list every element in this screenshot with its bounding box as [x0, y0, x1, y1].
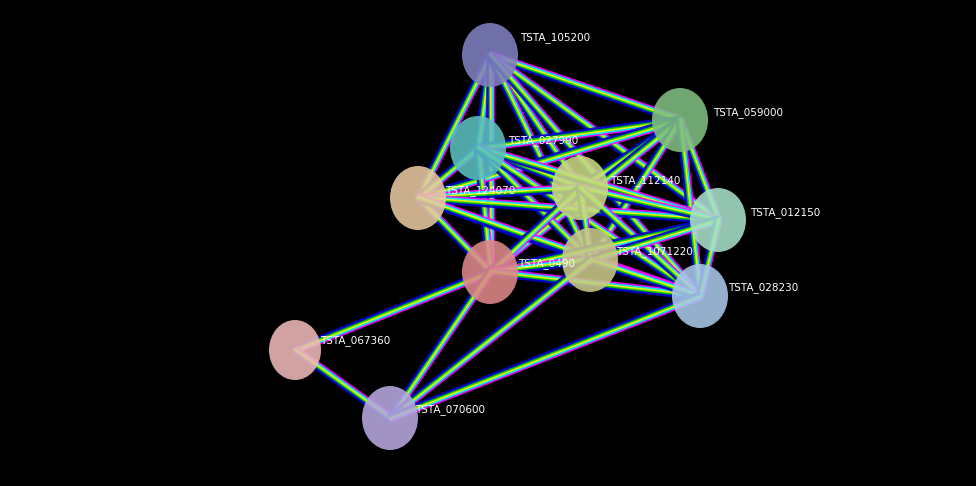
Ellipse shape [652, 88, 708, 152]
Ellipse shape [362, 386, 418, 450]
Text: TSTA_028230: TSTA_028230 [728, 282, 798, 293]
Text: TSTA_067360: TSTA_067360 [320, 335, 390, 346]
Text: TSTA_027990: TSTA_027990 [508, 135, 578, 146]
Text: TSTA_124070: TSTA_124070 [445, 185, 515, 196]
Ellipse shape [450, 116, 506, 180]
Text: TSTA_105200: TSTA_105200 [520, 32, 590, 43]
Ellipse shape [390, 166, 446, 230]
Text: TSTA_112140: TSTA_112140 [610, 175, 680, 186]
Ellipse shape [269, 320, 321, 380]
Ellipse shape [552, 156, 608, 220]
Text: TSTA_070600: TSTA_070600 [415, 404, 485, 415]
Text: TSTA_059000: TSTA_059000 [713, 107, 783, 118]
Text: TSTA_1071220: TSTA_1071220 [616, 246, 693, 257]
Text: TSTA_0490: TSTA_0490 [518, 258, 575, 269]
Ellipse shape [462, 240, 518, 304]
Ellipse shape [562, 228, 618, 292]
Ellipse shape [462, 23, 518, 87]
Text: TSTA_012150: TSTA_012150 [750, 207, 820, 218]
Ellipse shape [690, 188, 746, 252]
Ellipse shape [672, 264, 728, 328]
